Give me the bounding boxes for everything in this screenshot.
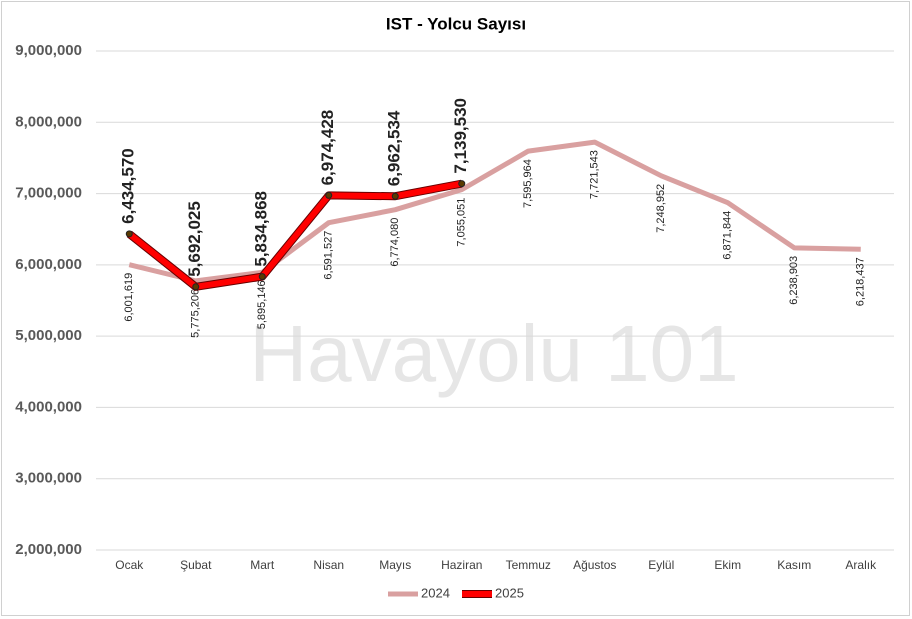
data-label: 5,834,868 [252,191,271,267]
watermark: Havayolu 101 [249,309,738,398]
y-tick-label: 4,000,000 [15,398,82,415]
x-tick-label: Şubat [180,558,212,572]
y-tick-label: 9,000,000 [15,42,82,59]
x-tick-label: Aralık [845,558,877,572]
legend-label: 2025 [495,585,524,600]
data-label: 5,692,025 [185,201,204,277]
data-label: 7,248,952 [655,184,667,233]
point-marker [192,283,200,291]
data-label: 6,238,903 [788,256,800,305]
x-tick-label: Mart [250,558,275,572]
x-tick-label: Ağustos [573,558,616,572]
x-tick-label: Temmuz [506,558,551,572]
point-marker [458,180,466,188]
data-label: 5,895,146 [256,280,268,329]
y-tick-label: 8,000,000 [15,113,82,130]
point-marker [325,191,333,199]
data-label: 7,721,543 [589,150,601,199]
y-tick-label: 3,000,000 [15,470,82,487]
x-tick-label: Ekim [714,558,741,572]
x-tick-label: Ocak [115,558,144,572]
point-marker [391,192,399,200]
x-tick-label: Nisan [313,558,344,572]
data-label: 6,974,428 [318,110,337,186]
data-label: 6,591,527 [323,231,335,280]
data-label: 6,001,619 [123,273,135,322]
y-tick-label: 6,000,000 [15,256,82,273]
chart-title: IST - Yolcu Sayısı [386,14,526,33]
y-tick-label: 5,000,000 [15,327,82,344]
data-label: 6,218,437 [855,257,867,306]
data-label: 6,871,844 [722,211,734,260]
data-label: 7,595,964 [522,159,534,208]
x-tick-label: Kasım [777,558,811,572]
y-tick-label: 2,000,000 [15,541,82,558]
data-label: 6,962,534 [385,110,404,186]
y-tick-label: 7,000,000 [15,185,82,202]
point-marker [125,230,133,238]
x-tick-label: Eylül [648,558,674,572]
data-label: 7,139,530 [451,98,470,174]
data-label: 5,775,206 [190,289,202,338]
series-line [127,180,463,290]
data-label: 7,055,051 [456,198,468,247]
legend-label: 2024 [421,585,450,600]
data-label: 6,774,080 [389,218,401,267]
data-label: 6,434,570 [119,148,138,224]
series-line [128,139,861,284]
x-tick-label: Haziran [441,558,482,572]
x-tick-label: Mayıs [379,558,411,572]
point-marker [258,273,266,281]
